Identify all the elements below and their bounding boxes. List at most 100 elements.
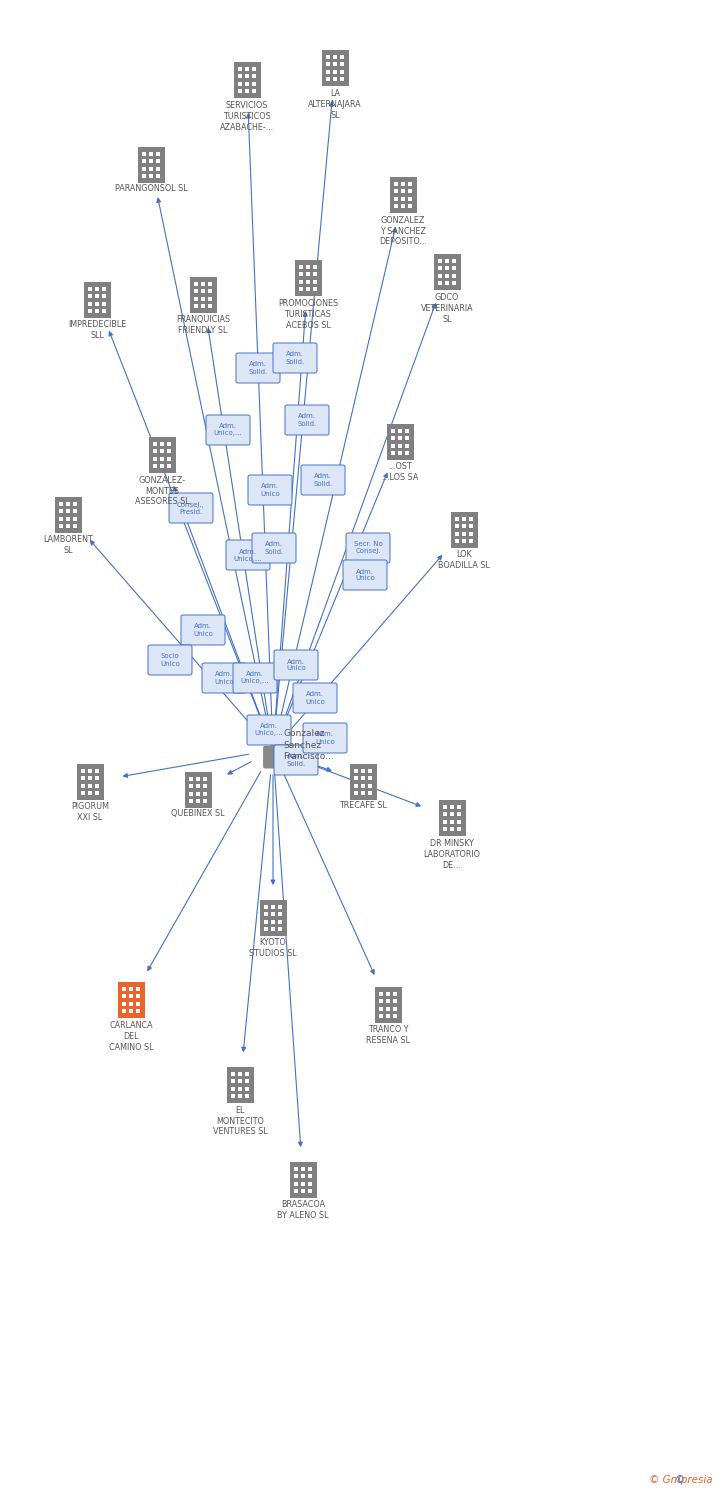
FancyBboxPatch shape xyxy=(452,280,456,285)
FancyBboxPatch shape xyxy=(189,792,193,795)
FancyBboxPatch shape xyxy=(95,790,99,795)
FancyBboxPatch shape xyxy=(81,783,85,788)
Text: PROMOCIONES
TURISTICAS
ACEBOS SL: PROMOCIONES TURISTICAS ACEBOS SL xyxy=(278,298,338,330)
FancyBboxPatch shape xyxy=(252,532,296,562)
FancyBboxPatch shape xyxy=(438,273,442,278)
Text: © Gmpresia: © Gmpresia xyxy=(649,1474,713,1485)
FancyBboxPatch shape xyxy=(452,267,456,270)
FancyBboxPatch shape xyxy=(293,1167,298,1172)
FancyBboxPatch shape xyxy=(160,450,164,453)
FancyBboxPatch shape xyxy=(81,770,85,772)
FancyBboxPatch shape xyxy=(301,1174,305,1179)
Text: ...OST
...LOS SA: ...OST ...LOS SA xyxy=(381,462,418,482)
FancyBboxPatch shape xyxy=(245,1080,250,1083)
FancyBboxPatch shape xyxy=(76,764,103,800)
FancyBboxPatch shape xyxy=(136,1010,141,1013)
Text: GDCO
VETERINARIA
SL: GDCO VETERINARIA SL xyxy=(421,292,473,324)
FancyBboxPatch shape xyxy=(136,1002,141,1005)
FancyBboxPatch shape xyxy=(379,1007,383,1011)
Text: TRANCO Y
RESENA SL: TRANCO Y RESENA SL xyxy=(366,1024,410,1044)
FancyBboxPatch shape xyxy=(340,63,344,66)
FancyBboxPatch shape xyxy=(368,770,372,772)
FancyBboxPatch shape xyxy=(245,1072,250,1076)
FancyBboxPatch shape xyxy=(457,819,462,824)
FancyBboxPatch shape xyxy=(102,309,106,314)
FancyBboxPatch shape xyxy=(301,465,345,495)
FancyBboxPatch shape xyxy=(379,999,383,1004)
FancyBboxPatch shape xyxy=(457,827,462,831)
FancyBboxPatch shape xyxy=(361,790,365,795)
FancyBboxPatch shape xyxy=(59,510,63,513)
Text: Adm.
Unico: Adm. Unico xyxy=(214,672,234,684)
FancyBboxPatch shape xyxy=(368,777,372,780)
FancyBboxPatch shape xyxy=(457,806,462,808)
FancyBboxPatch shape xyxy=(122,987,126,992)
FancyBboxPatch shape xyxy=(394,196,398,201)
FancyBboxPatch shape xyxy=(443,827,447,831)
FancyBboxPatch shape xyxy=(55,496,82,532)
FancyBboxPatch shape xyxy=(231,1094,235,1098)
FancyBboxPatch shape xyxy=(438,800,465,836)
FancyBboxPatch shape xyxy=(308,1174,312,1179)
FancyBboxPatch shape xyxy=(313,279,317,284)
FancyBboxPatch shape xyxy=(149,152,153,156)
FancyBboxPatch shape xyxy=(194,290,198,294)
FancyBboxPatch shape xyxy=(231,1086,235,1090)
FancyBboxPatch shape xyxy=(408,182,412,186)
Text: GONZALEZ
Y SANCHEZ
DEPOSITO...: GONZALEZ Y SANCHEZ DEPOSITO... xyxy=(379,216,427,246)
FancyBboxPatch shape xyxy=(438,267,442,270)
Text: Adm.
Unico: Adm. Unico xyxy=(286,658,306,672)
FancyBboxPatch shape xyxy=(278,912,282,916)
Text: DR MINSKY
LABORATORIO
DE...: DR MINSKY LABORATORIO DE... xyxy=(424,839,480,870)
FancyBboxPatch shape xyxy=(325,56,330,58)
Text: Adm.
Solid.: Adm. Solid. xyxy=(286,753,306,766)
FancyBboxPatch shape xyxy=(298,273,303,276)
FancyBboxPatch shape xyxy=(73,510,77,513)
Text: Adm.
Unico: Adm. Unico xyxy=(260,483,280,496)
Text: KYOTO
STUDIOS SL: KYOTO STUDIOS SL xyxy=(249,938,297,958)
FancyBboxPatch shape xyxy=(184,772,212,808)
FancyBboxPatch shape xyxy=(66,510,70,513)
Text: PARANGONSOL SL: PARANGONSOL SL xyxy=(115,184,187,194)
FancyBboxPatch shape xyxy=(333,69,337,74)
FancyBboxPatch shape xyxy=(391,444,395,447)
FancyBboxPatch shape xyxy=(271,920,275,924)
FancyBboxPatch shape xyxy=(349,764,376,800)
FancyBboxPatch shape xyxy=(438,260,442,262)
FancyBboxPatch shape xyxy=(394,189,398,194)
FancyBboxPatch shape xyxy=(271,904,275,909)
FancyBboxPatch shape xyxy=(298,286,303,291)
FancyBboxPatch shape xyxy=(194,304,198,307)
FancyBboxPatch shape xyxy=(394,204,398,209)
FancyBboxPatch shape xyxy=(333,56,337,58)
FancyBboxPatch shape xyxy=(73,503,77,506)
FancyBboxPatch shape xyxy=(293,1190,298,1192)
FancyBboxPatch shape xyxy=(401,196,405,201)
FancyBboxPatch shape xyxy=(102,294,106,298)
FancyBboxPatch shape xyxy=(295,260,322,296)
Circle shape xyxy=(265,729,281,746)
FancyBboxPatch shape xyxy=(95,777,99,780)
FancyBboxPatch shape xyxy=(274,746,318,776)
FancyBboxPatch shape xyxy=(308,1182,312,1185)
FancyBboxPatch shape xyxy=(293,682,337,712)
Text: Socio
Unico: Socio Unico xyxy=(160,654,180,666)
FancyBboxPatch shape xyxy=(95,783,99,788)
FancyBboxPatch shape xyxy=(452,273,456,278)
FancyBboxPatch shape xyxy=(81,777,85,780)
FancyBboxPatch shape xyxy=(208,282,213,286)
FancyBboxPatch shape xyxy=(129,1002,133,1005)
FancyBboxPatch shape xyxy=(245,81,249,86)
FancyBboxPatch shape xyxy=(167,456,171,460)
FancyBboxPatch shape xyxy=(203,777,207,782)
FancyBboxPatch shape xyxy=(445,260,449,262)
FancyBboxPatch shape xyxy=(196,800,200,802)
FancyBboxPatch shape xyxy=(202,663,246,693)
FancyBboxPatch shape xyxy=(450,806,454,808)
FancyBboxPatch shape xyxy=(354,783,358,788)
FancyBboxPatch shape xyxy=(149,166,153,171)
FancyBboxPatch shape xyxy=(393,1007,397,1011)
FancyBboxPatch shape xyxy=(203,784,207,789)
Text: GONZALEZ-
MONTES
ASESORES SL: GONZALEZ- MONTES ASESORES SL xyxy=(135,476,189,507)
FancyBboxPatch shape xyxy=(129,994,133,999)
